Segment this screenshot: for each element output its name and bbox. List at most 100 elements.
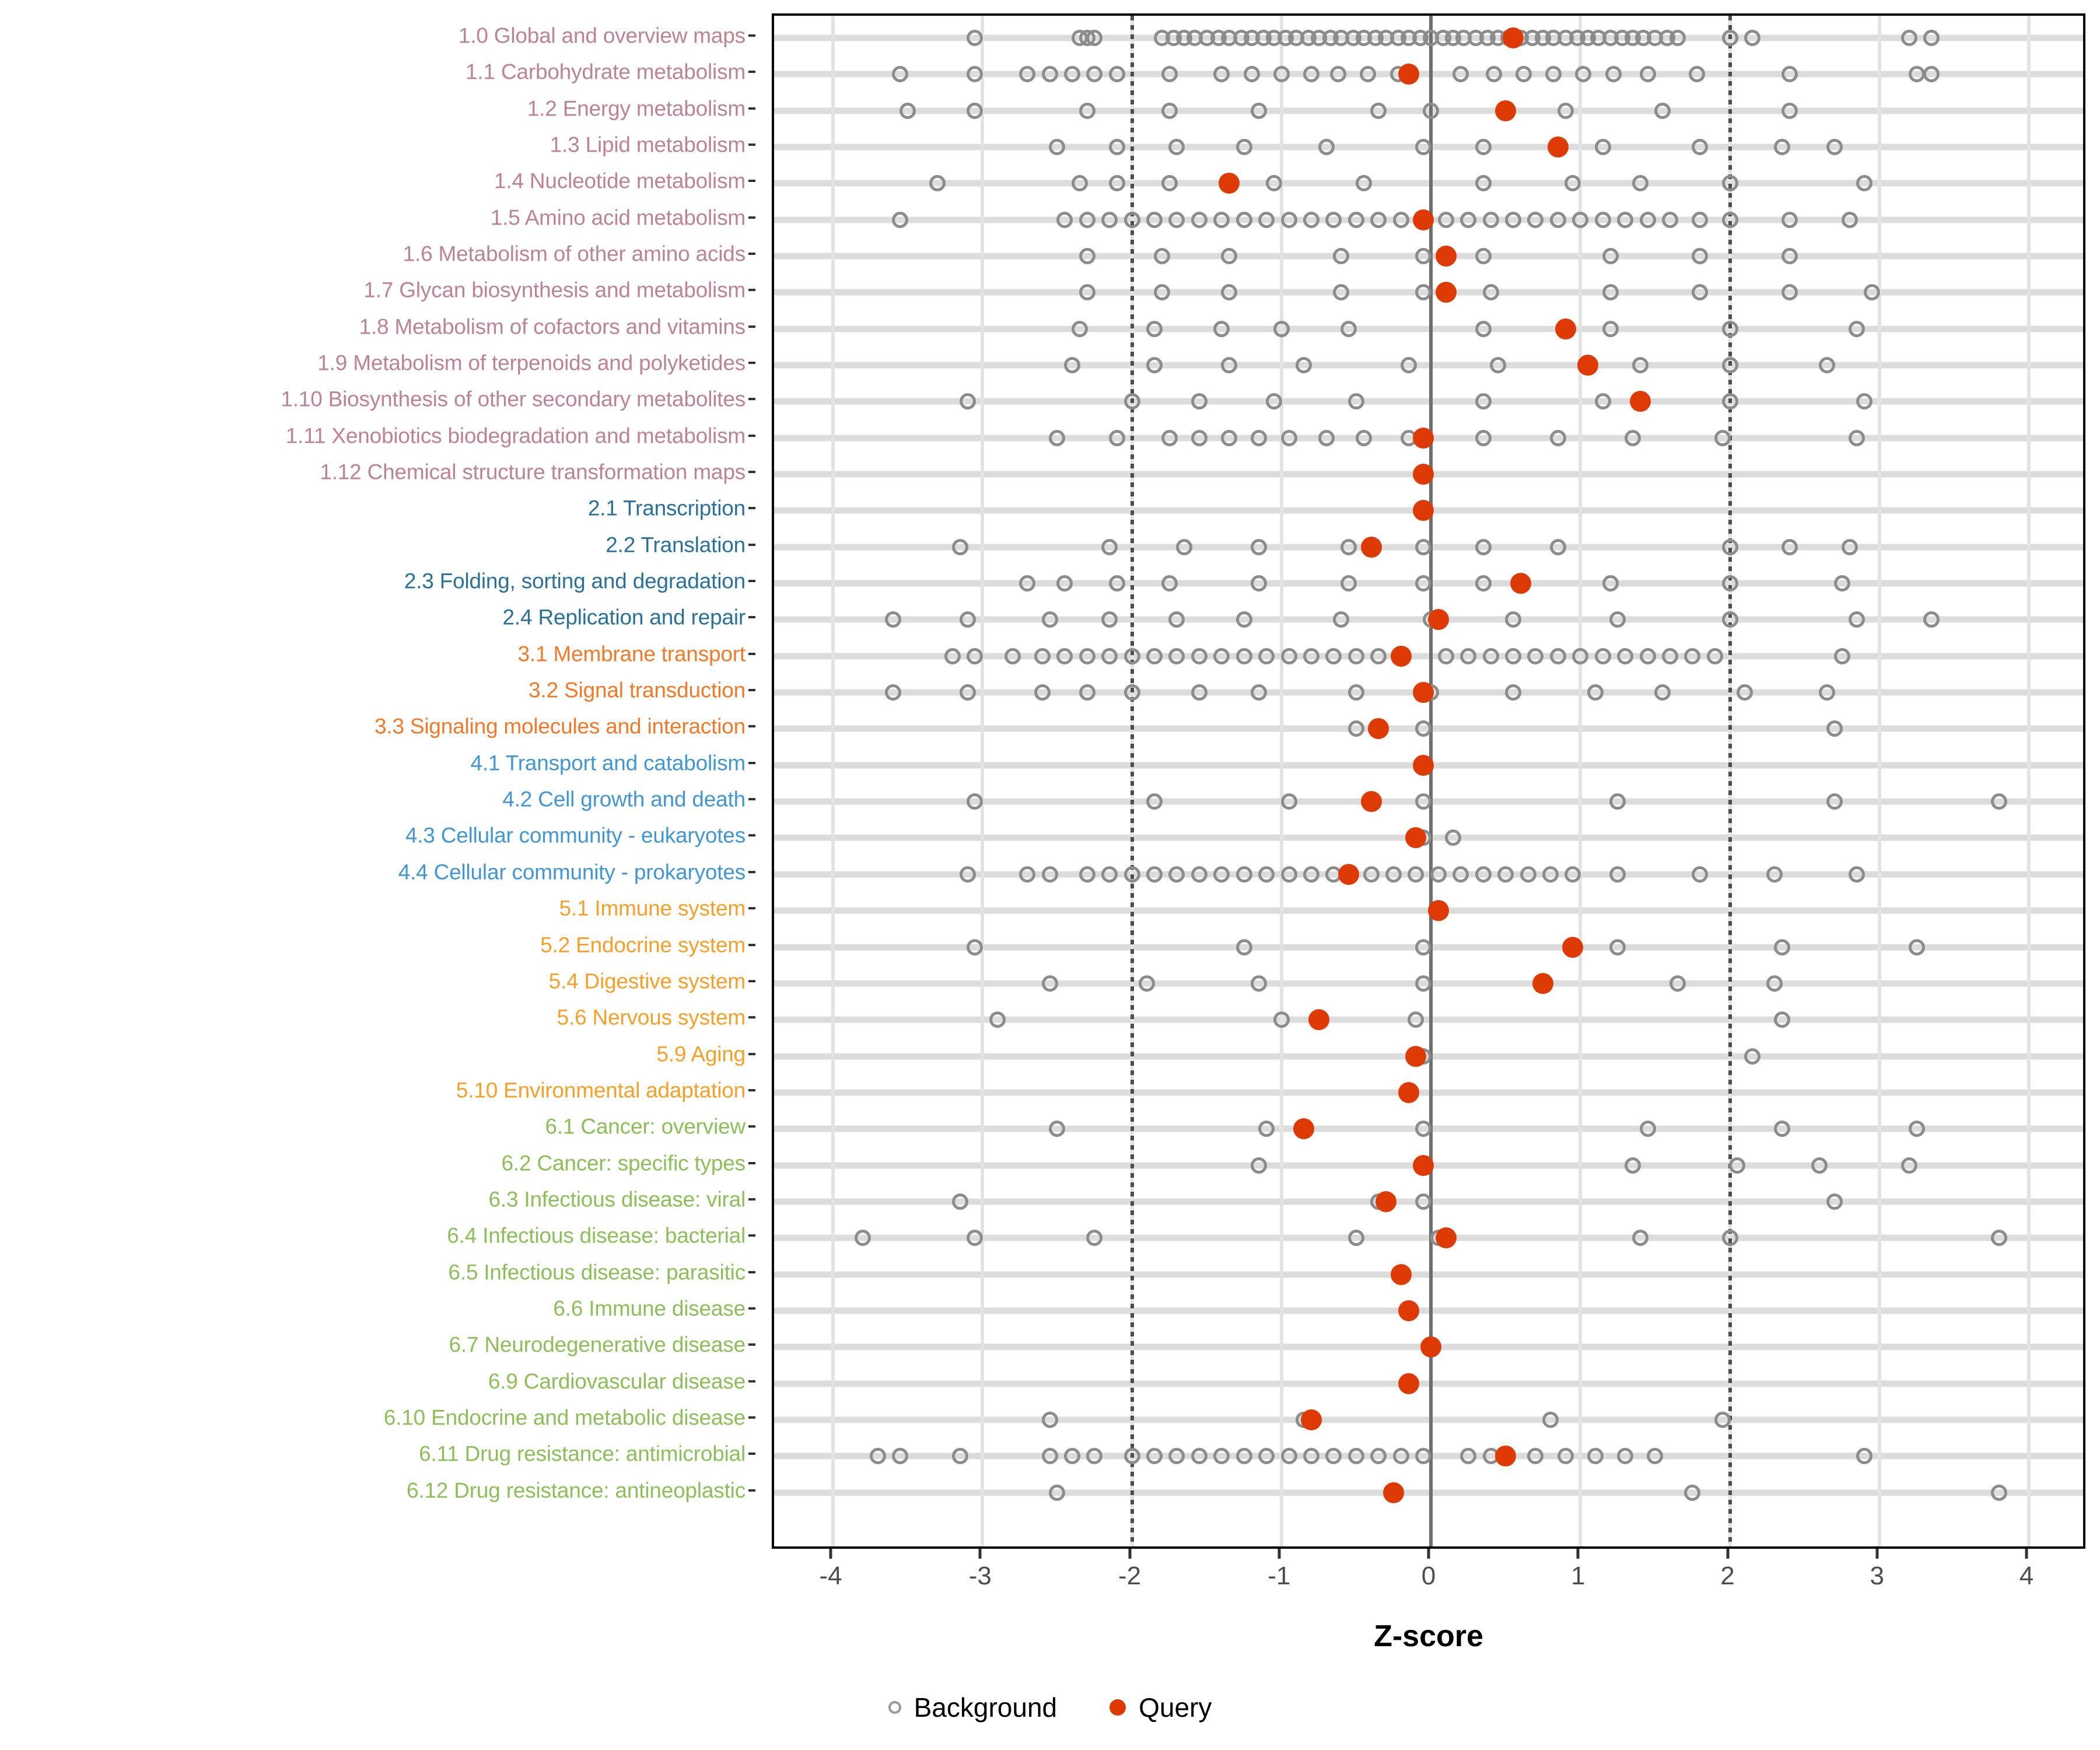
background-point xyxy=(1692,211,1709,228)
query-point[interactable] xyxy=(1420,1336,1441,1358)
background-point xyxy=(1280,648,1297,664)
background-point xyxy=(1333,611,1350,628)
background-point xyxy=(1485,66,1502,83)
x-axis: -4 -3 -2 -1 0 1 2 3 4 xyxy=(772,1549,2085,1619)
background-point xyxy=(1782,211,1798,228)
background-point xyxy=(1706,648,1723,664)
background-point xyxy=(989,1012,1006,1028)
background-point xyxy=(1004,648,1021,664)
background-point xyxy=(967,648,984,664)
background-point xyxy=(1400,357,1417,374)
query-point[interactable] xyxy=(1382,1482,1404,1503)
background-point xyxy=(1146,866,1163,883)
background-point xyxy=(1108,66,1125,83)
y-axis-label: 6.5 Infectious disease: parasitic xyxy=(448,1260,746,1284)
background-point xyxy=(1124,393,1140,410)
query-point[interactable] xyxy=(1338,863,1360,885)
background-point xyxy=(1034,684,1051,701)
y-axis-tick xyxy=(748,34,755,37)
query-point[interactable] xyxy=(1360,536,1382,558)
query-point[interactable] xyxy=(1293,1118,1315,1140)
x-axis-tick xyxy=(1427,1549,1430,1559)
query-point[interactable] xyxy=(1547,136,1569,158)
query-point[interactable] xyxy=(1413,682,1434,704)
query-point[interactable] xyxy=(1629,391,1651,412)
background-point xyxy=(1721,320,1738,337)
background-point xyxy=(1108,175,1125,192)
query-point[interactable] xyxy=(1368,718,1390,740)
background-point xyxy=(1545,66,1562,83)
legend-item-query[interactable]: Query xyxy=(1110,1692,1212,1723)
background-point xyxy=(1923,66,1940,83)
background-point xyxy=(1146,793,1163,810)
background-point xyxy=(1079,211,1096,228)
background-point xyxy=(1923,30,1940,46)
query-point[interactable] xyxy=(1413,427,1434,449)
query-point[interactable] xyxy=(1495,100,1517,121)
query-point[interactable] xyxy=(1495,1446,1517,1467)
query-point[interactable] xyxy=(1532,972,1554,994)
background-point xyxy=(1064,357,1080,374)
background-point xyxy=(1415,1448,1432,1465)
query-point[interactable] xyxy=(1413,754,1434,776)
query-point[interactable] xyxy=(1577,355,1599,376)
background-point xyxy=(1408,1012,1424,1028)
y-axis-tick xyxy=(748,580,755,583)
query-point[interactable] xyxy=(1435,246,1457,267)
query-point[interactable] xyxy=(1405,827,1427,849)
background-point xyxy=(1639,66,1656,83)
query-point[interactable] xyxy=(1427,900,1449,922)
query-point[interactable] xyxy=(1219,173,1240,194)
query-point[interactable] xyxy=(1435,282,1457,303)
background-point xyxy=(1527,1448,1544,1465)
background-point xyxy=(959,866,976,883)
query-point[interactable] xyxy=(1308,1009,1329,1031)
y-axis-label: 6.2 Cancer: specific types xyxy=(501,1151,746,1175)
background-point xyxy=(944,648,961,664)
background-point xyxy=(1923,611,1940,628)
query-point[interactable] xyxy=(1390,645,1412,667)
query-point[interactable] xyxy=(1398,1300,1419,1321)
y-axis-tick xyxy=(748,507,755,510)
query-point[interactable] xyxy=(1413,1154,1434,1176)
query-point[interactable] xyxy=(1555,318,1576,340)
background-point xyxy=(1265,393,1282,410)
query-point[interactable] xyxy=(1502,27,1524,48)
query-point[interactable] xyxy=(1413,209,1434,230)
query-point[interactable] xyxy=(1435,1227,1457,1249)
y-axis-label: 1.6 Metabolism of other amino acids xyxy=(402,242,746,266)
query-point[interactable] xyxy=(1413,464,1434,485)
query-point[interactable] xyxy=(1405,1045,1427,1067)
query-point[interactable] xyxy=(1376,1191,1397,1212)
background-point xyxy=(1415,575,1432,592)
vertical-gridline xyxy=(831,16,835,1546)
background-point xyxy=(1721,175,1738,192)
query-point[interactable] xyxy=(1301,1409,1322,1430)
background-point xyxy=(1251,1157,1268,1174)
legend-item-background[interactable]: Background xyxy=(888,1692,1058,1723)
query-point[interactable] xyxy=(1562,936,1584,958)
y-axis-label: 6.9 Cardiovascular disease xyxy=(488,1369,746,1394)
filled-circle-icon xyxy=(1110,1699,1126,1716)
query-point[interactable] xyxy=(1390,1264,1412,1285)
background-point xyxy=(1071,175,1088,192)
query-point[interactable] xyxy=(1360,791,1382,813)
background-point xyxy=(1191,684,1208,701)
background-point xyxy=(1415,975,1432,992)
background-point xyxy=(1692,284,1709,301)
background-point xyxy=(1019,866,1036,883)
query-point[interactable] xyxy=(1427,609,1449,631)
query-point[interactable] xyxy=(1398,1082,1419,1103)
query-point[interactable] xyxy=(1398,1373,1419,1394)
query-point[interactable] xyxy=(1413,500,1434,522)
background-point xyxy=(1602,284,1619,301)
y-axis-tick xyxy=(748,761,755,764)
background-point xyxy=(1617,648,1634,664)
legend-label-background: Background xyxy=(914,1692,1058,1723)
background-point xyxy=(1168,611,1185,628)
background-point xyxy=(1318,139,1335,156)
query-point[interactable] xyxy=(1510,573,1531,594)
background-point xyxy=(1744,30,1760,46)
background-point xyxy=(1908,66,1925,83)
query-point[interactable] xyxy=(1398,64,1419,85)
